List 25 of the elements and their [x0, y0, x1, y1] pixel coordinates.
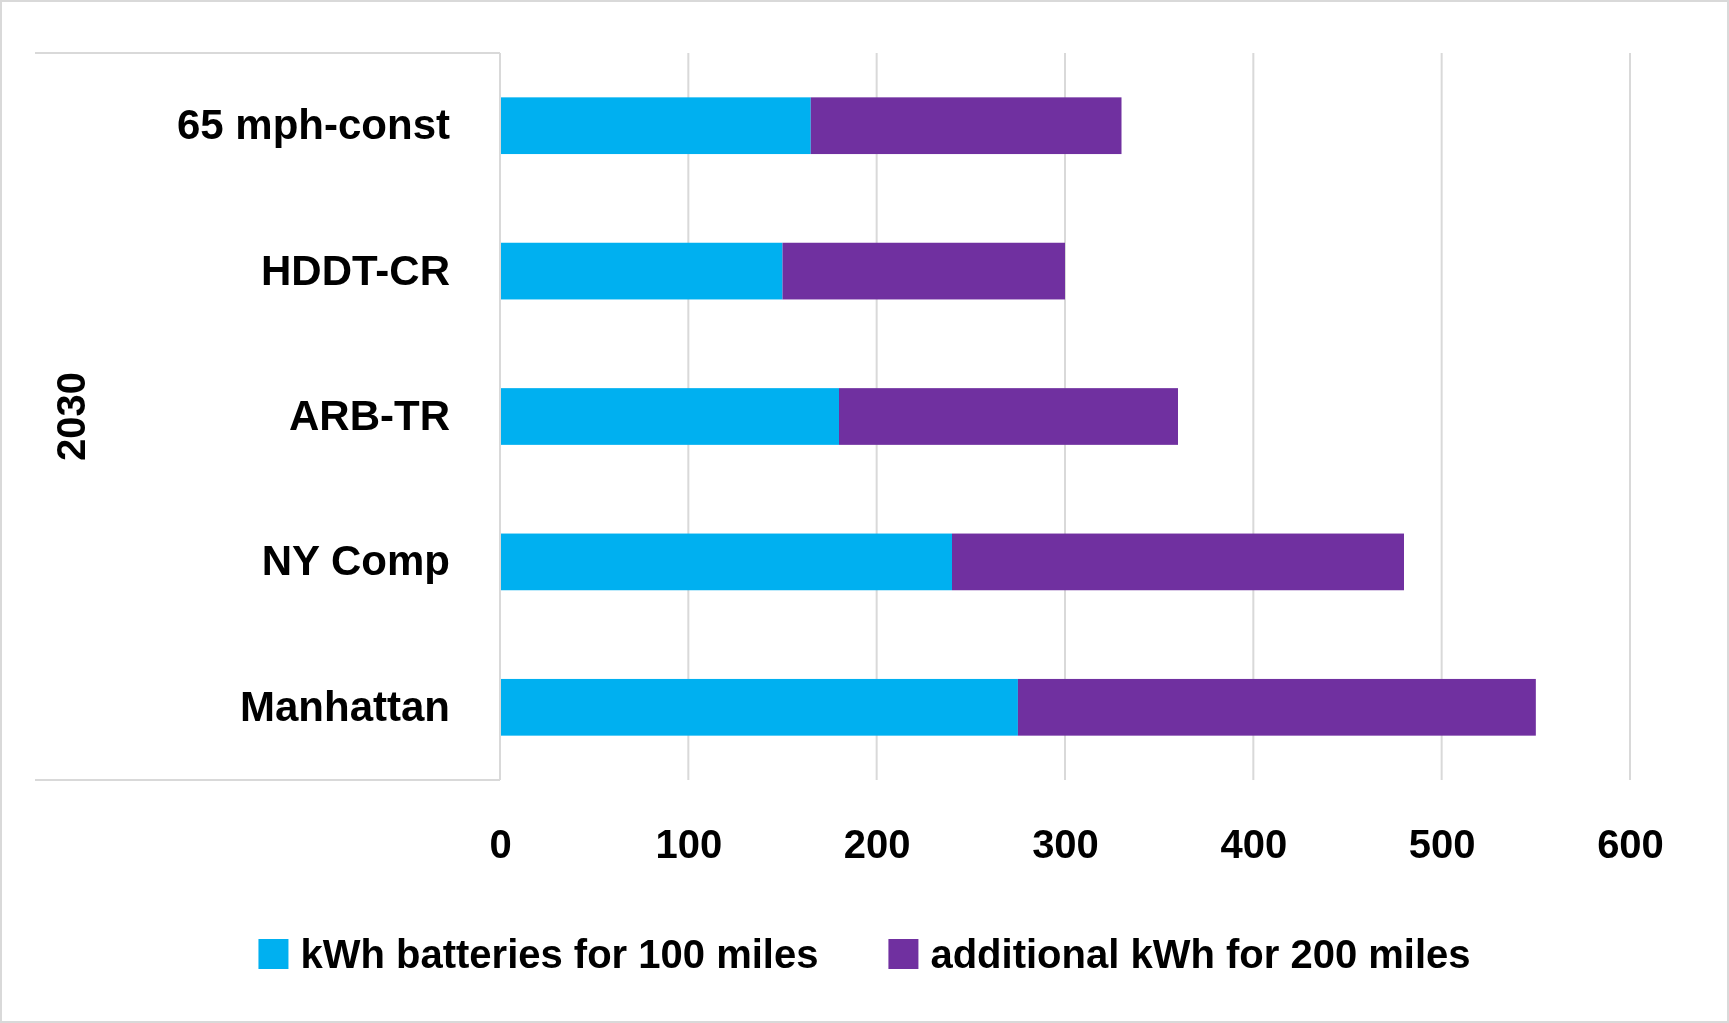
y-tick-label: 65 mph-const	[176, 101, 451, 149]
bar	[839, 388, 1178, 445]
bar	[810, 97, 1122, 155]
bar	[782, 242, 1065, 300]
y-tick-label: HDDT-CR	[261, 246, 450, 294]
bar	[500, 242, 783, 300]
y-tick-label: Manhattan	[240, 682, 450, 730]
legend-label: additional kWh for 200 miles	[930, 932, 1471, 976]
x-tick-label: 300	[1032, 822, 1099, 867]
x-tick-label: 600	[1597, 822, 1664, 867]
x-tick-label: 0	[489, 822, 512, 867]
x-tick-label: 400	[1220, 822, 1288, 867]
bar	[500, 678, 1018, 736]
bar	[1017, 678, 1536, 736]
y-axis-title: 2030	[49, 372, 93, 461]
x-tick-label: 200	[843, 822, 911, 867]
y-tick-label: ARB-TR	[289, 391, 450, 439]
bar	[500, 97, 811, 155]
legend-label: kWh batteries for 100 miles	[300, 932, 819, 976]
x-tick-label: 100	[655, 822, 723, 867]
y-tick-label: NY Comp	[261, 537, 450, 585]
x-tick-label: 500	[1408, 822, 1476, 867]
bar	[500, 388, 839, 445]
bar	[500, 533, 952, 591]
bar	[952, 533, 1404, 591]
